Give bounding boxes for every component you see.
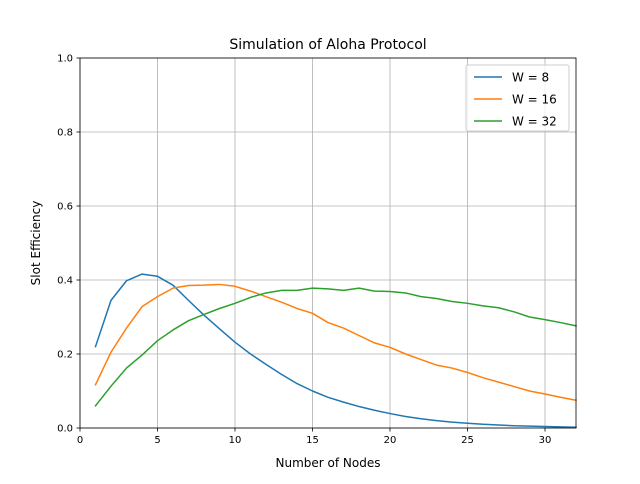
series-line-3 [94,287,577,407]
legend-box [465,64,570,132]
legend-label: W = 8 [512,71,549,85]
y-tick-label: 0.8 [57,128,73,139]
axes-frame [79,57,577,429]
x-tick-label: 25 [461,435,474,446]
x-tick-label: 30 [539,435,552,446]
y-tick-label: 0.0 [57,424,73,435]
x-axis-label: Number of Nodes [276,456,381,470]
x-tick-label: 10 [229,435,242,446]
y-tick-label: 0.6 [57,202,73,213]
legend-label: W = 16 [512,93,557,107]
x-tick-label: 5 [154,435,160,446]
chart-title: Simulation of Aloha Protocol [229,37,426,53]
y-axis-label: Slot Efficiency [29,201,43,286]
y-tick-label: 0.4 [57,276,73,287]
legend-label: W = 32 [512,115,557,129]
series-lines [94,273,577,429]
series-line-2 [94,283,577,402]
y-tick-label: 1.0 [57,54,73,65]
legend: W = 8 W = 16 W = 32 [465,64,570,132]
axis-ticks: 0 5 10 15 20 25 30 0.0 0.2 0.4 0.6 0.8 1.0 [57,54,551,447]
y-tick-label: 0.2 [57,350,73,361]
x-tick-label: 0 [77,435,83,446]
x-tick-label: 15 [306,435,319,446]
x-tick-label: 20 [384,435,397,446]
